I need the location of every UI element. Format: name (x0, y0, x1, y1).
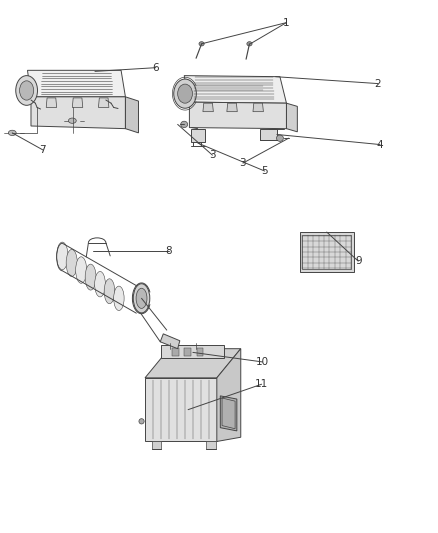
Polygon shape (191, 128, 205, 142)
Ellipse shape (139, 419, 144, 424)
Text: 10: 10 (256, 357, 269, 367)
Polygon shape (46, 98, 57, 108)
Ellipse shape (114, 286, 124, 311)
Text: 2: 2 (374, 78, 381, 88)
Polygon shape (161, 345, 224, 358)
Ellipse shape (247, 42, 252, 46)
Text: 4: 4 (377, 140, 383, 150)
Ellipse shape (181, 121, 187, 127)
Ellipse shape (168, 347, 172, 350)
Ellipse shape (95, 271, 106, 297)
Ellipse shape (133, 284, 150, 313)
Ellipse shape (20, 81, 34, 100)
Polygon shape (217, 349, 241, 441)
Text: 6: 6 (152, 63, 159, 72)
Polygon shape (160, 334, 180, 349)
Text: 7: 7 (39, 145, 46, 155)
Text: 3: 3 (240, 158, 246, 168)
Ellipse shape (194, 347, 198, 350)
Ellipse shape (178, 84, 192, 103)
Polygon shape (145, 349, 241, 378)
Ellipse shape (199, 42, 204, 46)
Polygon shape (125, 97, 138, 133)
Polygon shape (220, 396, 237, 431)
Polygon shape (197, 348, 203, 356)
Polygon shape (253, 103, 263, 112)
Polygon shape (72, 98, 83, 108)
Polygon shape (260, 128, 277, 140)
Ellipse shape (85, 264, 96, 290)
Polygon shape (300, 232, 354, 272)
Polygon shape (286, 103, 297, 132)
Polygon shape (172, 348, 179, 356)
Polygon shape (184, 76, 286, 103)
Polygon shape (184, 348, 191, 356)
Polygon shape (206, 441, 215, 449)
Text: 9: 9 (355, 256, 362, 266)
Polygon shape (31, 97, 125, 128)
Text: 1: 1 (283, 18, 290, 28)
Ellipse shape (57, 242, 68, 270)
Text: 3: 3 (209, 150, 216, 160)
Text: 5: 5 (261, 166, 268, 176)
Ellipse shape (174, 79, 196, 108)
Ellipse shape (104, 279, 115, 304)
Ellipse shape (8, 130, 16, 135)
Polygon shape (145, 378, 217, 441)
Polygon shape (203, 103, 213, 112)
Ellipse shape (16, 76, 38, 106)
Polygon shape (28, 70, 125, 97)
Ellipse shape (66, 249, 78, 277)
Ellipse shape (68, 118, 76, 123)
Ellipse shape (136, 288, 147, 309)
Polygon shape (152, 441, 161, 449)
Text: 8: 8 (166, 246, 172, 256)
Polygon shape (227, 103, 237, 112)
Polygon shape (189, 102, 286, 128)
Ellipse shape (276, 135, 283, 141)
Text: 11: 11 (255, 379, 268, 389)
Ellipse shape (76, 257, 87, 284)
Polygon shape (99, 98, 109, 108)
